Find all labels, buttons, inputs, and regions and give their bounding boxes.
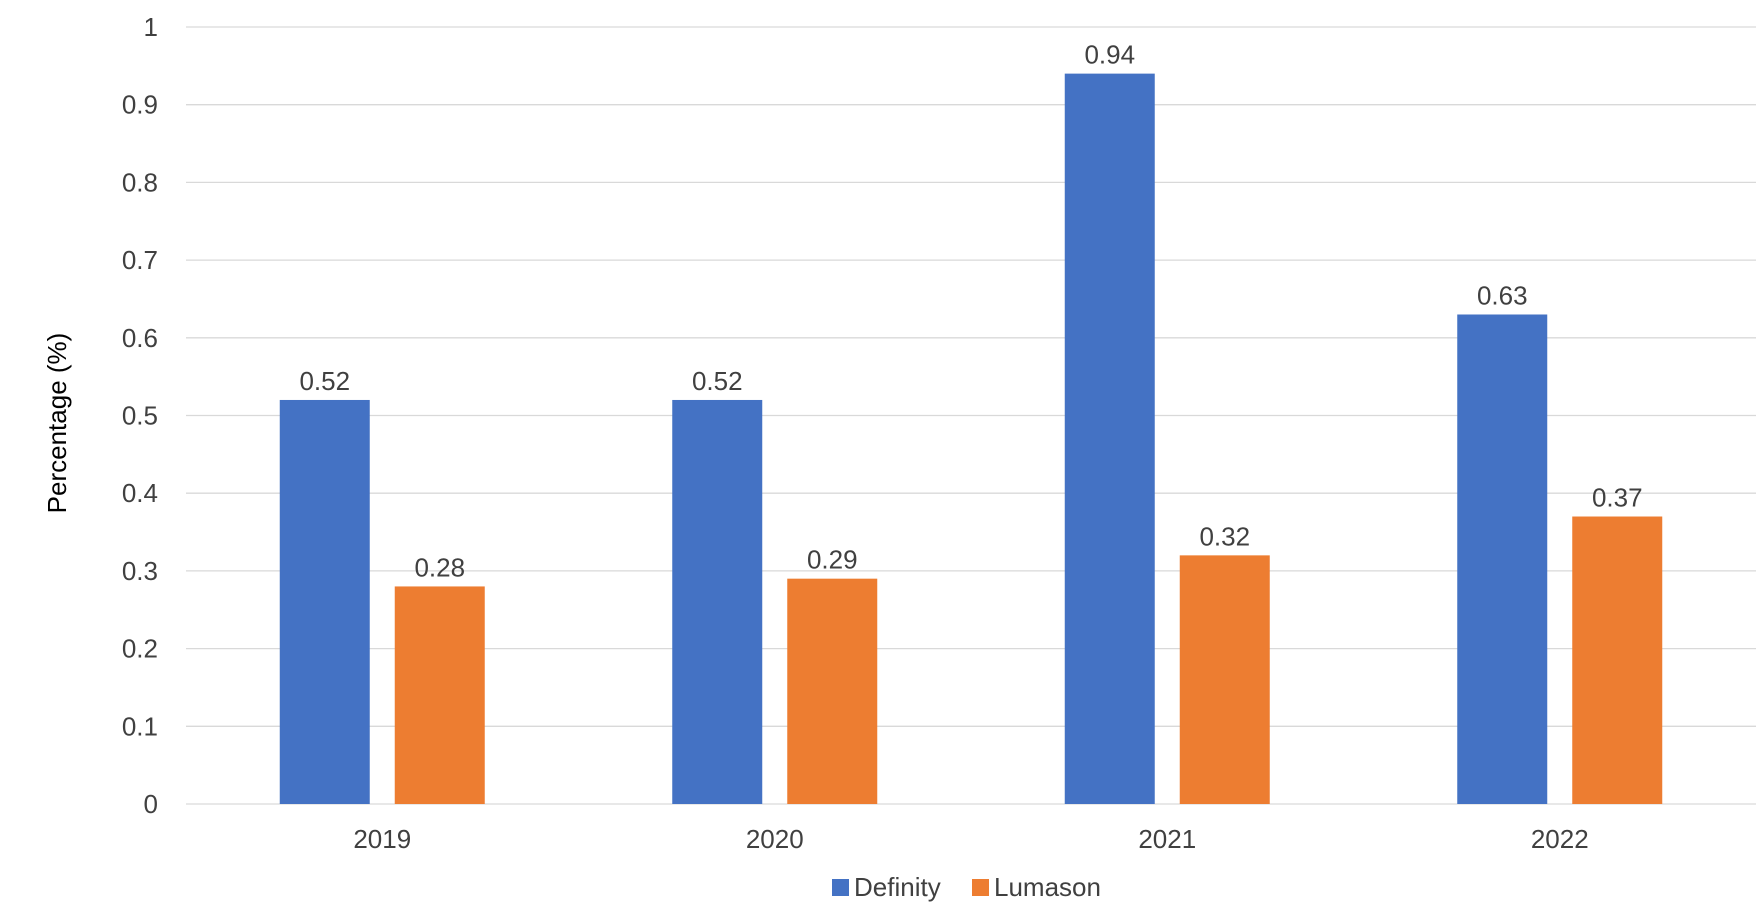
bar-lumason-2019 [394, 586, 485, 804]
legend-swatch-definity [832, 879, 849, 896]
bar-lumason-2022 [1572, 516, 1663, 804]
y-tick-label: 0 [144, 789, 158, 819]
y-tick-label: 0.7 [122, 245, 158, 275]
data-label-definity-2021: 0.94 [1084, 40, 1135, 70]
y-tick-label: 0.4 [122, 478, 158, 508]
x-tick-label-2019: 2019 [353, 824, 411, 854]
y-axis-title: Percentage (%) [42, 333, 72, 514]
bar-lumason-2021 [1179, 555, 1270, 804]
x-tick-label-2021: 2021 [1138, 824, 1196, 854]
y-tick-label: 0.9 [122, 90, 158, 120]
data-label-lumason-2021: 0.32 [1199, 521, 1250, 551]
x-tick-label-2020: 2020 [746, 824, 804, 854]
x-axis-tick-labels: 2019 2020 2021 2022 [353, 824, 1588, 854]
bar-definity-2019 [279, 399, 370, 804]
data-label-lumason-2022: 0.37 [1592, 483, 1643, 513]
data-label-definity-2022: 0.63 [1477, 280, 1528, 310]
bar-definity-2020 [672, 399, 763, 804]
bar-lumason-2020 [787, 578, 878, 804]
legend-label-lumason: Lumason [994, 872, 1101, 902]
y-tick-label: 0.3 [122, 556, 158, 586]
y-tick-label: 0.2 [122, 634, 158, 664]
data-label-lumason-2020: 0.29 [807, 545, 858, 575]
y-tick-label: 1 [144, 12, 158, 42]
y-tick-label: 0.8 [122, 167, 158, 197]
y-axis-tick-labels: 0 0.1 0.2 0.3 0.4 0.5 0.6 0.7 0.8 0.9 1 [122, 12, 158, 819]
legend-label-definity: Definity [854, 872, 941, 902]
y-tick-label: 0.1 [122, 711, 158, 741]
legend-swatch-lumason [972, 879, 989, 896]
bar-definity-2022 [1457, 314, 1548, 804]
data-label-definity-2020: 0.52 [692, 366, 743, 396]
bars [279, 73, 1663, 805]
legend: Definity Lumason [832, 872, 1101, 902]
y-tick-label: 0.5 [122, 401, 158, 431]
x-tick-label-2022: 2022 [1531, 824, 1589, 854]
y-tick-label: 0.6 [122, 323, 158, 353]
data-label-definity-2019: 0.52 [299, 366, 350, 396]
data-label-lumason-2019: 0.28 [414, 552, 465, 582]
data-labels: 0.52 0.28 0.52 0.29 0.94 0.32 0.63 0.37 [299, 40, 1642, 583]
bar-definity-2021 [1064, 73, 1155, 805]
